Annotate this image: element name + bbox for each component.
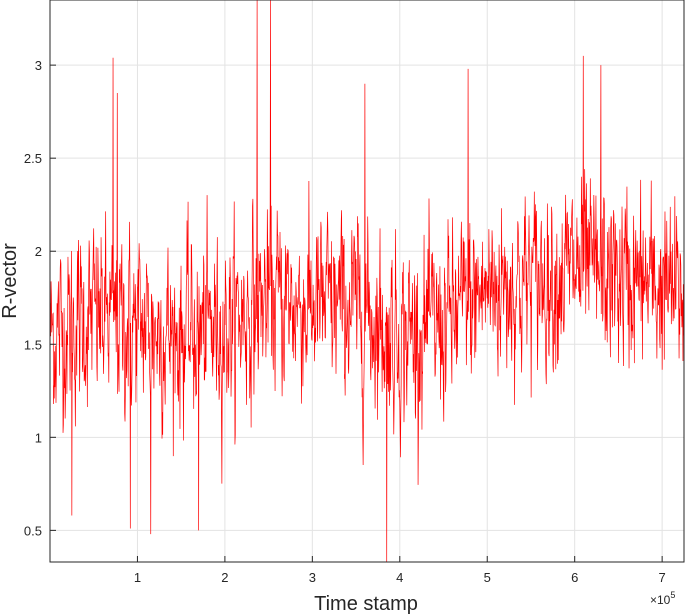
plot-border (49, 0, 685, 563)
series-line (49, 0, 685, 563)
x-exponent-base: ×10 (650, 593, 671, 607)
y-tick-label: 0.5 (24, 523, 42, 538)
y-tick-label: 1.5 (24, 337, 42, 352)
x-tick-label: 7 (659, 570, 666, 585)
x-tick-label: 2 (221, 570, 228, 585)
y-tick-label: 2.5 (24, 151, 42, 166)
x-tick-label: 1 (134, 570, 141, 585)
y-tick-label: 3 (35, 58, 42, 73)
x-exponent-label: ×105 (650, 590, 675, 607)
y-tick-label: 2 (35, 244, 42, 259)
y-tick-label: 1 (35, 430, 42, 445)
x-tick-label: 6 (571, 570, 578, 585)
x-tick-label: 4 (396, 570, 403, 585)
x-tick-label: 3 (309, 570, 316, 585)
x-axis-label: Time stamp (314, 593, 418, 615)
y-ticks: 0.5 1 1.5 2 2.5 3 (24, 58, 56, 538)
x-exponent-power: 5 (670, 590, 675, 600)
x-ticks: 1 2 3 4 5 6 7 (134, 556, 666, 585)
y-axis-label: R-vector (0, 243, 21, 319)
x-tick-label: 5 (484, 570, 491, 585)
